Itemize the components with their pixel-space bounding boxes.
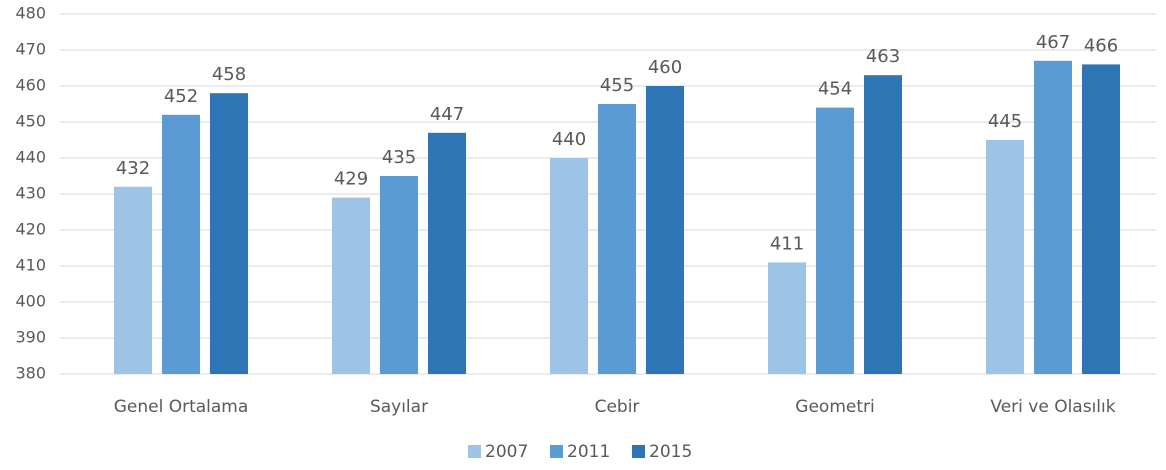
x-tick-label: Geometri xyxy=(795,397,874,417)
y-tick-label: 390 xyxy=(15,328,46,347)
y-tick-label: 480 xyxy=(15,4,46,23)
bar xyxy=(1034,60,1072,375)
legend-label: 2015 xyxy=(649,442,692,462)
data-label: 411 xyxy=(770,233,804,254)
data-label: 455 xyxy=(600,75,634,96)
data-label: 458 xyxy=(212,64,246,85)
bar xyxy=(428,132,466,374)
x-tick-label: Veri ve Olasılık xyxy=(990,397,1115,417)
y-tick-label: 410 xyxy=(15,256,46,275)
data-label: 445 xyxy=(988,111,1022,132)
data-label: 435 xyxy=(382,147,416,168)
bar xyxy=(768,262,806,374)
data-label: 454 xyxy=(818,79,852,100)
data-label: 460 xyxy=(648,57,682,78)
data-label: 463 xyxy=(866,46,900,67)
bar xyxy=(380,176,418,374)
data-label: 432 xyxy=(116,158,150,179)
legend-label: 2011 xyxy=(567,442,610,462)
x-tick-label: Cebir xyxy=(595,397,640,417)
bar xyxy=(986,140,1024,374)
y-tick-label: 430 xyxy=(15,184,46,203)
y-tick-label: 400 xyxy=(15,292,46,311)
bar xyxy=(332,197,370,374)
bar xyxy=(210,93,248,374)
bar xyxy=(598,104,636,374)
bar xyxy=(864,75,902,374)
data-label: 429 xyxy=(334,169,368,190)
bar xyxy=(816,107,854,374)
data-label: 447 xyxy=(430,104,464,125)
data-label: 466 xyxy=(1084,35,1118,56)
bar xyxy=(1082,64,1120,375)
bar xyxy=(114,186,152,374)
legend-swatch xyxy=(468,445,481,458)
y-tick-label: 460 xyxy=(15,76,46,95)
x-tick-label: Sayılar xyxy=(370,397,428,417)
x-tick-label: Genel Ortalama xyxy=(114,397,249,417)
y-tick-label: 450 xyxy=(15,112,46,131)
y-tick-label: 440 xyxy=(15,148,46,167)
y-tick-label: 470 xyxy=(15,40,46,59)
bar xyxy=(550,158,588,374)
legend-swatch xyxy=(550,445,563,458)
legend-swatch xyxy=(632,445,645,458)
bar xyxy=(646,86,684,374)
y-tick-label: 420 xyxy=(15,220,46,239)
bar xyxy=(162,114,200,375)
data-label: 467 xyxy=(1036,32,1070,53)
data-label: 440 xyxy=(552,129,586,150)
legend-label: 2007 xyxy=(485,442,528,462)
y-tick-label: 380 xyxy=(15,364,46,383)
data-label: 452 xyxy=(164,86,198,107)
